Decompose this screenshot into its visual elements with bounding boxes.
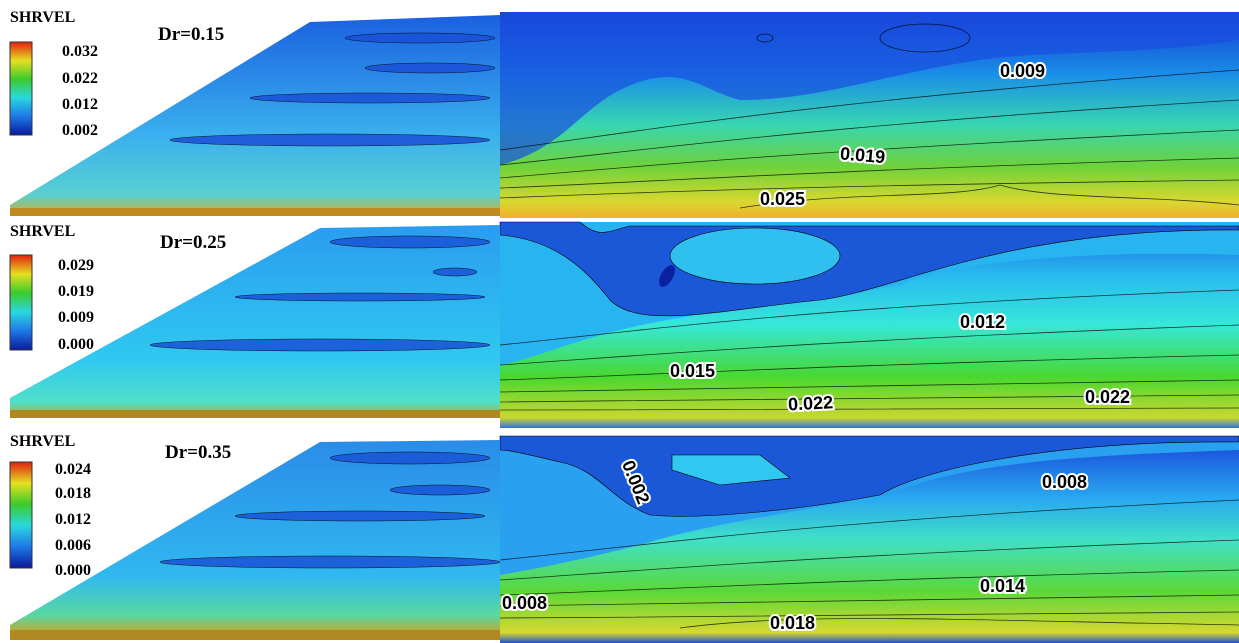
legend-tick-label: 0.024 [55, 461, 91, 478]
contour-label: 0.015 [670, 361, 715, 381]
legend-tick-label: 0.006 [55, 537, 91, 554]
panel-label: Dr=0.25 [160, 232, 226, 253]
contour-label: 0.022 [1085, 387, 1130, 407]
legend-tick-label: 0.029 [58, 257, 94, 274]
legend-tick-label: 0.018 [55, 485, 91, 502]
panel-label: Dr=0.35 [165, 442, 231, 463]
legend-tick-label: 0.019 [58, 283, 94, 300]
panel-label: Dr=0.15 [158, 24, 224, 45]
panel: SHRVEL 0.024 0.018 0.012 0.006 0.000 Dr=… [10, 433, 1239, 643]
contour-label: 0.014 [980, 576, 1025, 596]
legend-tick-label: 0.000 [55, 562, 91, 579]
panel: SHRVEL 0.029 0.019 0.009 0.000 Dr=0.25 0… [10, 222, 1239, 428]
contour-label: 0.025 [760, 189, 805, 209]
contour-label: 0.009 [1000, 61, 1045, 81]
legend-title: SHRVEL [10, 223, 75, 240]
legend-tick-label: 0.009 [58, 309, 94, 326]
legend-tick-label: 0.012 [55, 511, 91, 528]
contour-label: 0.022 [788, 392, 834, 414]
legend-title: SHRVEL [10, 433, 75, 450]
legend-title: SHRVEL [10, 9, 75, 26]
legend-tick-label: 0.032 [62, 43, 98, 60]
color-bar [10, 462, 32, 568]
panel: SHRVEL 0.032 0.022 0.012 0.002 Dr=0.15 0… [10, 9, 1239, 218]
legend-tick-label: 0.012 [62, 96, 98, 113]
color-bar [10, 255, 32, 350]
contour-label: 0.012 [960, 312, 1005, 332]
legend-tick-label: 0.002 [62, 122, 98, 139]
contour-label: 0.018 [770, 613, 815, 633]
contour-label: 0.008 [502, 593, 547, 613]
legend-tick-label: 0.022 [62, 70, 98, 87]
legend-tick-label: 0.000 [58, 336, 94, 353]
figure: SHRVEL 0.032 0.022 0.012 0.002 Dr=0.15 0… [0, 0, 1239, 643]
color-bar [10, 42, 32, 135]
contour-label: 0.019 [839, 143, 886, 167]
contour-label: 0.008 [1042, 472, 1087, 492]
